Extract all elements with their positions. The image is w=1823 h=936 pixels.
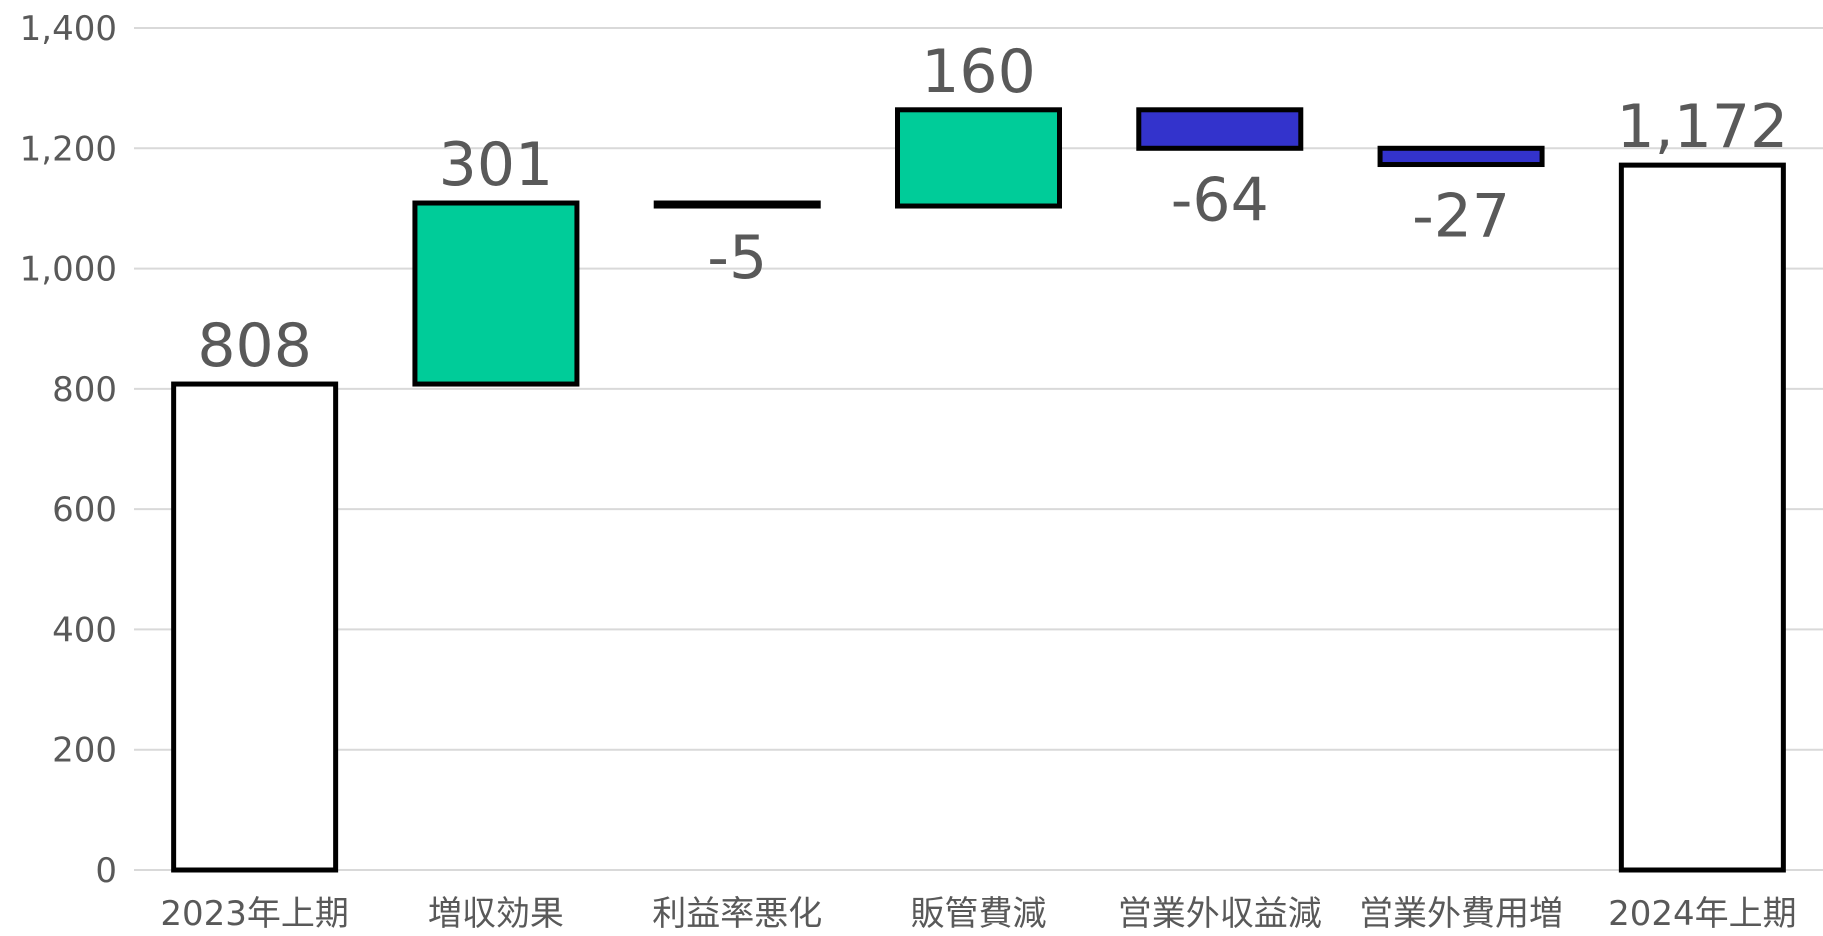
bar-total (171, 381, 339, 873)
bar-decrease (1377, 145, 1545, 168)
x-tick-label: 販管費減 (911, 894, 1047, 932)
data-label: 1,172 (1616, 92, 1788, 162)
x-axis-tick-labels: 2023年上期 増収効果 利益率悪化 販管費減 営業外収益減 営業外費用増 2024年上期 (160, 894, 1797, 934)
y-tick-label: 1,200 (20, 129, 117, 169)
bar-decrease (1136, 107, 1304, 151)
data-label: -5 (707, 223, 767, 293)
data-label: -27 (1412, 182, 1510, 252)
x-tick-label: 利益率悪化 (652, 894, 822, 932)
x-tick-label: 2023年上期 (160, 894, 349, 932)
y-tick-label: 1,400 (20, 9, 117, 49)
x-tick-label: 営業外収益減 (1118, 894, 1322, 932)
x-tick-label: 増収効果 (428, 894, 564, 932)
bar-total (1618, 162, 1786, 873)
data-label: 160 (921, 37, 1036, 107)
y-tick-label: 600 (52, 490, 117, 530)
bar-increase (895, 107, 1062, 209)
bar-increase (412, 200, 580, 387)
data-label: 301 (439, 130, 554, 200)
y-tick-label: 400 (52, 610, 117, 650)
data-label: -64 (1171, 165, 1269, 235)
y-tick-label: 1,000 (20, 250, 117, 290)
data-label: 808 (197, 311, 312, 381)
x-tick-label: 営業外費用増 (1359, 894, 1563, 932)
y-axis-tick-labels: 0 200 400 600 800 1,000 1,200 1,400 (20, 9, 117, 891)
bars (171, 107, 1786, 873)
y-tick-label: 200 (52, 731, 117, 771)
bar-decrease (653, 200, 821, 209)
y-tick-label: 800 (52, 370, 117, 410)
x-tick-label: 2024年上期 (1608, 894, 1797, 932)
data-labels: 808 301 -5 160 -64 -27 1,172 (197, 37, 1788, 381)
y-tick-label: 0 (95, 851, 117, 891)
